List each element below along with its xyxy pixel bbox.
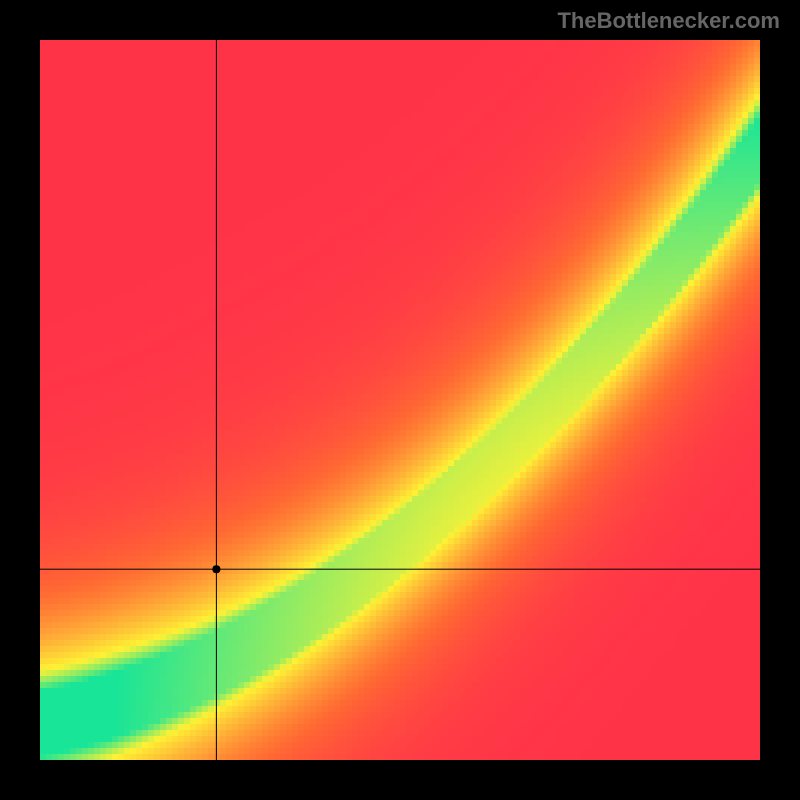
bottleneck-heatmap xyxy=(0,0,800,800)
chart-container: { "watermark": { "text": "TheBottlenecke… xyxy=(0,0,800,800)
watermark-text: TheBottlenecker.com xyxy=(557,8,780,34)
